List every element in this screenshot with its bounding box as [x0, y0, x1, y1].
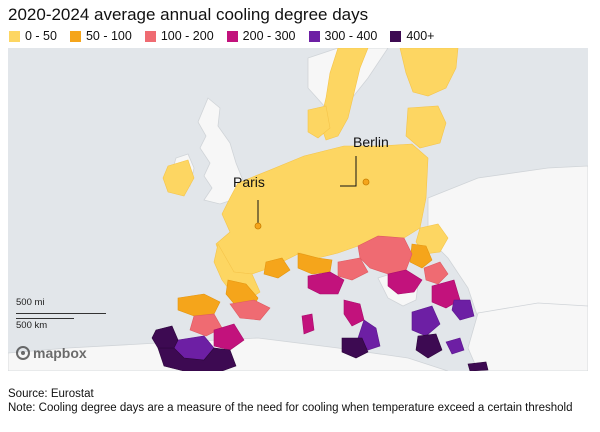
paris-marker	[254, 222, 262, 230]
mapbox-label: mapbox	[33, 345, 87, 361]
sweden-region	[319, 48, 369, 141]
legend-label: 300 - 400	[324, 29, 378, 43]
central-italy-region	[343, 299, 365, 327]
legend-swatch	[390, 30, 402, 42]
legend-label: 0 - 50	[25, 29, 57, 43]
berlin-callout-line	[340, 156, 357, 187]
sicily-region	[341, 337, 369, 359]
region-200-300	[213, 269, 461, 351]
scale-km: 500 km	[16, 320, 48, 331]
region-0-50	[162, 48, 459, 301]
note-text: Note: Cooling degree days are a measure …	[8, 402, 573, 414]
legend: 0 - 50 50 - 100 100 - 200 200 - 300 300 …	[9, 29, 447, 43]
callouts	[257, 156, 357, 224]
south-greece-region	[415, 333, 443, 359]
legend-label: 100 - 200	[160, 29, 214, 43]
portugal-region	[151, 325, 179, 349]
legend-swatch	[308, 30, 320, 42]
region-400-plus	[151, 325, 489, 371]
map-canvas	[8, 48, 588, 371]
scale-bar-km	[16, 318, 74, 319]
berlin-marker	[362, 178, 370, 186]
romania-south-region	[423, 261, 449, 285]
serbia-region	[387, 269, 423, 295]
legend-swatch	[226, 30, 238, 42]
spain-east-region	[213, 323, 245, 351]
finland-region	[399, 48, 459, 97]
legend-item-200-300: 200 - 300	[226, 29, 296, 43]
north-spain-region	[177, 293, 221, 317]
chart-title: 2020-2024 average annual cooling degree …	[8, 5, 369, 24]
po-valley-region	[307, 271, 345, 295]
legend-swatch	[69, 30, 81, 42]
aegean-island-region	[445, 337, 465, 355]
city-label-paris: Paris	[233, 174, 265, 190]
legend-swatch	[144, 30, 156, 42]
footer: Source: Eurostat Note: Cooling degree da…	[8, 387, 593, 415]
region-50-100	[177, 243, 433, 317]
region-300-400	[173, 299, 475, 361]
france-central-region	[263, 257, 291, 279]
south-spain-region	[157, 347, 237, 371]
france-south-region	[229, 299, 271, 321]
legend-label: 200 - 300	[242, 29, 296, 43]
europe-map[interactable]: Paris Berlin 500 mi 500 km mapbox	[8, 48, 588, 371]
thrace-region	[451, 299, 475, 321]
source-text: Source: Eurostat	[8, 388, 94, 400]
great-britain-shape	[197, 97, 245, 205]
denmark-region	[307, 105, 331, 139]
mapbox-attribution[interactable]: mapbox	[16, 345, 87, 361]
north-italy-pink-region	[337, 257, 369, 281]
region-100-200	[189, 235, 449, 337]
scale-bar-miles	[16, 313, 106, 314]
legend-item-300-400: 300 - 400	[308, 29, 378, 43]
sardinia-region	[301, 313, 315, 335]
north-greece-region	[411, 305, 441, 337]
legend-label: 50 - 100	[85, 29, 132, 43]
legend-item-50-100: 50 - 100	[69, 29, 132, 43]
mapbox-logo-icon	[16, 346, 30, 360]
central-europe-region	[215, 143, 429, 275]
cyprus-region	[467, 361, 489, 371]
ireland-region	[162, 159, 195, 197]
legend-item-100-200: 100 - 200	[144, 29, 214, 43]
scale-miles: 500 mi	[16, 297, 45, 308]
baltics-region	[405, 105, 447, 149]
legend-item-400-plus: 400+	[390, 29, 434, 43]
city-label-berlin: Berlin	[353, 134, 389, 150]
legend-label: 400+	[406, 29, 435, 43]
legend-item-0-50: 0 - 50	[9, 29, 57, 43]
anatolia-shape	[467, 302, 588, 371]
legend-swatch	[9, 30, 20, 42]
